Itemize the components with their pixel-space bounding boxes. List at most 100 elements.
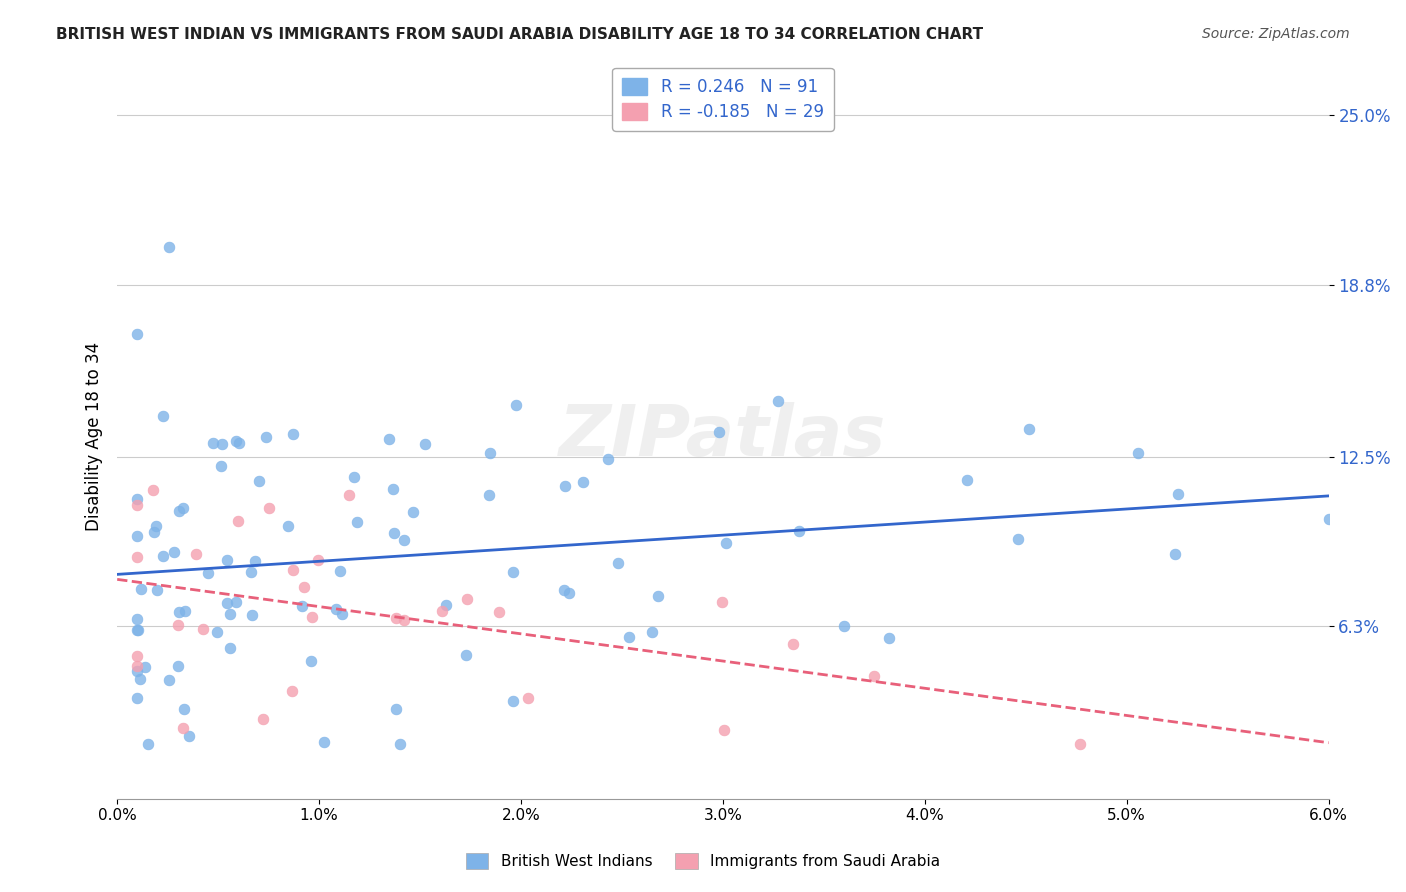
Point [254,429,277,443]
Point [209,458,232,473]
Point [337,488,360,502]
Point [346,515,368,529]
Point [502,565,524,579]
Point [281,427,304,442]
Point [134,660,156,674]
Point [202,435,225,450]
Point [127,549,149,564]
Point [166,618,188,632]
Point [1164,547,1187,561]
Point [167,605,190,619]
Point [863,669,886,683]
Point [292,580,315,594]
Point [173,702,195,716]
Point [389,737,412,751]
Point [127,491,149,506]
Point [127,664,149,678]
Point [127,649,149,664]
Point [378,432,401,446]
Point [392,533,415,547]
Point [554,478,576,492]
Point [479,446,502,460]
Text: BRITISH WEST INDIAN VS IMMIGRANTS FROM SAUDI ARABIA DISABILITY AGE 18 TO 34 CORR: BRITISH WEST INDIAN VS IMMIGRANTS FROM S… [56,27,983,42]
Point [307,552,329,566]
Point [281,684,304,698]
Point [488,606,510,620]
Point [1007,532,1029,546]
Point [716,535,738,549]
Point [572,475,595,489]
Point [879,631,901,645]
Point [143,525,166,540]
Point [127,690,149,705]
Point [517,691,540,706]
Point [434,599,457,613]
Point [127,623,149,637]
Point [505,398,527,412]
Point [152,549,174,563]
Point [1018,422,1040,436]
Point [782,636,804,650]
Point [225,594,247,608]
Point [1069,737,1091,751]
Point [1317,511,1340,525]
Point [257,500,280,515]
Point [277,518,299,533]
Point [167,658,190,673]
Point [142,483,165,498]
Point [478,488,501,502]
Point [392,613,415,627]
Point [225,434,247,449]
Point [145,519,167,533]
Point [332,607,354,622]
Point [456,648,478,662]
Point [343,470,366,484]
Point [413,437,436,451]
Point [314,734,336,748]
Point [127,498,149,512]
Point [215,596,238,610]
Point [211,437,233,451]
Point [129,672,152,686]
Point [617,631,640,645]
Point [832,619,855,633]
Point [596,452,619,467]
Point [402,505,425,519]
Point [172,721,194,735]
Point [219,640,242,655]
Point [217,553,239,567]
Point [281,563,304,577]
Point [163,545,186,559]
Point [606,556,628,570]
Point [713,723,735,738]
Point [245,554,267,568]
Point [553,583,575,598]
Point [184,547,207,561]
Point [787,524,810,538]
Point [384,702,406,716]
Point [157,240,180,254]
Point [167,504,190,518]
Point [157,673,180,687]
Text: Source: ZipAtlas.com: Source: ZipAtlas.com [1202,27,1350,41]
Point [247,474,270,488]
Point [299,655,322,669]
Point [240,608,263,623]
Point [328,564,350,578]
Point [430,604,453,618]
Y-axis label: Disability Age 18 to 34: Disability Age 18 to 34 [86,342,103,531]
Point [145,582,167,597]
Point [647,590,669,604]
Point [291,599,314,614]
Point [127,529,149,543]
Point [711,595,734,609]
Point [179,729,201,743]
Point [252,712,274,726]
Point [172,500,194,515]
Text: ZIPatlas: ZIPatlas [560,401,887,471]
Point [956,474,979,488]
Point [127,612,149,626]
Point [228,436,250,450]
Point [1126,446,1149,460]
Point [239,565,262,579]
